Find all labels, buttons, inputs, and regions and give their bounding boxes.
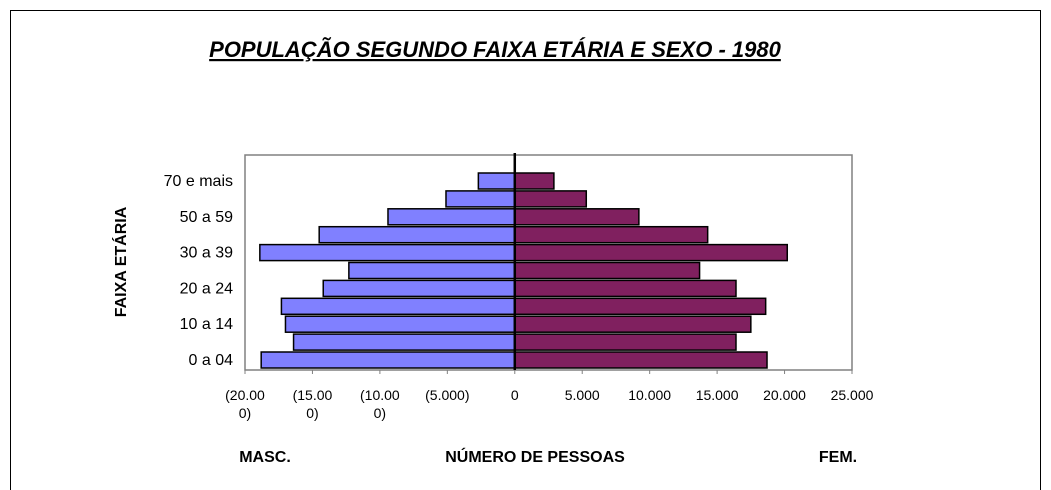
x-tick-label: 20.000 — [763, 387, 806, 403]
x-tick-label: (5.000) — [425, 387, 470, 403]
bar — [514, 225, 709, 244]
bar — [514, 279, 737, 298]
bar — [514, 297, 767, 316]
bar — [280, 297, 516, 316]
x-tick-label: 25.000 — [830, 387, 874, 403]
x-tick-label: 10.000 — [628, 387, 672, 403]
right-label: FEM. — [819, 449, 857, 466]
bar — [514, 190, 588, 208]
bar — [318, 225, 516, 244]
y-tick-label: 70 e mais — [164, 173, 233, 190]
x-tick-label: 5.000 — [564, 387, 600, 403]
x-tick-label: (15.000) — [292, 387, 333, 421]
bar — [259, 243, 516, 262]
y-tick-label: 20 a 24 — [180, 280, 233, 297]
plot-area — [244, 154, 853, 371]
bar — [348, 261, 516, 280]
bar — [514, 315, 752, 333]
y-axis-label: FAIXA ETÁRIA — [111, 206, 130, 317]
bar — [514, 333, 737, 351]
bar — [514, 261, 701, 280]
bar — [445, 190, 516, 208]
left-label: MASC. — [239, 449, 291, 466]
bar — [284, 315, 516, 333]
bar — [292, 333, 516, 351]
bar — [514, 172, 555, 190]
y-tick-label: 30 a 39 — [180, 245, 233, 262]
bar — [514, 243, 789, 262]
y-tick-label: 50 a 59 — [180, 209, 233, 226]
chart-border — [10, 10, 1041, 490]
y-tick-label: 0 a 04 — [189, 352, 234, 369]
bar — [477, 172, 516, 190]
x-tick-label: (10.000) — [360, 387, 400, 421]
x-tick-label: (20.000) — [225, 387, 265, 421]
y-tick-label: 10 a 14 — [180, 316, 233, 333]
bar — [322, 279, 516, 298]
x-axis-label: NÚMERO DE PESSOAS — [445, 447, 625, 466]
chart-title: POPULAÇÃO SEGUNDO FAIXA ETÁRIA E SEXO - … — [209, 37, 781, 62]
x-tick-label: 15.000 — [695, 387, 739, 403]
bar — [514, 208, 640, 226]
bar — [514, 351, 768, 369]
bar — [260, 351, 516, 369]
x-tick-label: 0 — [510, 387, 519, 403]
bar — [387, 208, 516, 226]
